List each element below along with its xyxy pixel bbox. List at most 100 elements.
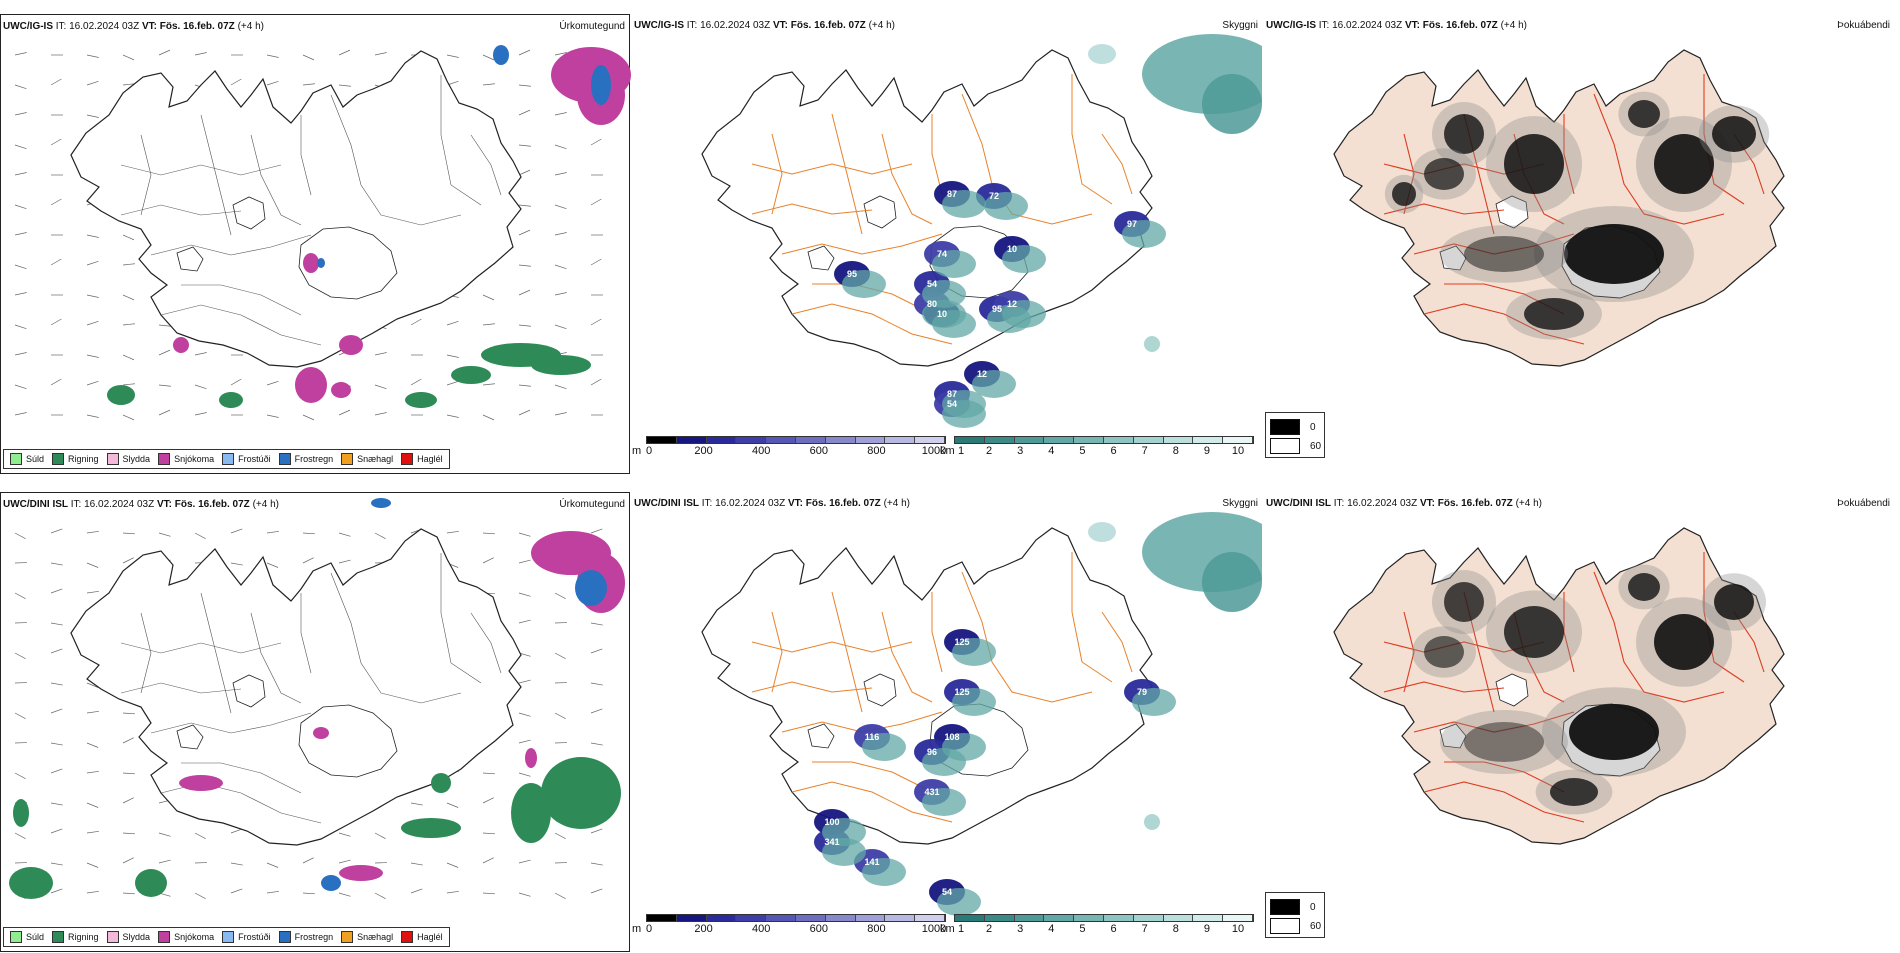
colorbar-tick-label: 7 [1142, 923, 1148, 935]
colorbar-tick-label: 4 [1048, 445, 1054, 457]
colorbar-tick-label: 10 [1232, 923, 1244, 935]
colorbar-segment [1074, 437, 1104, 443]
colorbar-tick-label: 0 [646, 923, 652, 935]
colorbar-segment [736, 437, 766, 443]
colorbar-unit: km [940, 923, 955, 935]
legend-swatch [401, 453, 413, 465]
colorbar-segment [796, 915, 826, 921]
legend-label: Snæhagl [357, 454, 393, 464]
colorbar-tick-label: 5 [1079, 923, 1085, 935]
fog-legend-item: 0 [1270, 419, 1316, 435]
legend-label: Rigning [68, 454, 99, 464]
fog-legend-label: 0 [1310, 422, 1316, 433]
colorbar-segment [1164, 915, 1194, 921]
colorbar-tick-label: 9 [1204, 923, 1210, 935]
legend-item: Rigning [52, 931, 99, 943]
ceiling-value-label: 125 [954, 687, 969, 697]
legend-label: Slydda [123, 454, 151, 464]
legend-item: Frostúði [222, 931, 271, 943]
ceiling-value-label: 54 [947, 399, 957, 409]
colorbar-segment [826, 915, 856, 921]
colorbar-tick-label: 3 [1017, 445, 1023, 457]
colorbar-tick-label: 5 [1079, 445, 1085, 457]
fog-legend-label: 0 [1310, 902, 1316, 913]
ceiling-value-label: 87 [947, 189, 957, 199]
colorbar-unit: km [940, 445, 955, 457]
colorbar-segment [955, 915, 985, 921]
ceiling-value-label: 12 [977, 369, 987, 379]
colorbar-segment [1164, 437, 1194, 443]
colorbar-segment [677, 915, 707, 921]
legend-item: Slydda [107, 931, 151, 943]
legend-item: Rigning [52, 453, 99, 465]
legend-item: Frostregn [279, 453, 334, 465]
fog-legend-swatch [1270, 918, 1300, 934]
colorbar-tick-label: 4 [1048, 923, 1054, 935]
legend-swatch [222, 453, 234, 465]
legend-item: Haglél [401, 453, 443, 465]
fog-legend-item: 0 [1270, 899, 1316, 915]
ceiling-value-label: 10 [1007, 244, 1017, 254]
legend-swatch [279, 931, 291, 943]
colorbar-segment [1104, 915, 1134, 921]
legend-item: Súld [10, 931, 44, 943]
legend-item: Snæhagl [341, 453, 393, 465]
legend-item: Haglél [401, 931, 443, 943]
colorbar-segment [1104, 437, 1134, 443]
legend-label: Frostregn [295, 932, 334, 942]
colorbar-segment [677, 437, 707, 443]
colorbar-tick-label: 9 [1204, 445, 1210, 457]
cloud-visibility-panel-dini: UWC/DINI ISL IT: 16.02.2024 03Z VT: Fös.… [632, 492, 1262, 952]
legend-swatch [52, 453, 64, 465]
colorbar-tick-label: 8 [1173, 923, 1179, 935]
colorbar-tick-label: 800 [867, 923, 885, 935]
colorbar-tick-label: 600 [810, 923, 828, 935]
colorbar-segment [1223, 915, 1253, 921]
fog-legend-swatch [1270, 438, 1300, 454]
ceiling-value-label: 108 [944, 732, 959, 742]
ceiling-value-label: 12 [1007, 299, 1017, 309]
legend-swatch [52, 931, 64, 943]
legend-swatch [158, 931, 170, 943]
legend-label: Frostúði [238, 932, 271, 942]
legend-item: Frostúði [222, 453, 271, 465]
colorbar-segment [856, 437, 886, 443]
precip-map [1, 493, 631, 953]
ceiling-value-label: 87 [947, 389, 957, 399]
ceiling-value-label: 431 [924, 787, 939, 797]
colorbar-strip [646, 914, 946, 922]
legend-item: Súld [10, 453, 44, 465]
ceiling-value-label: 96 [927, 747, 937, 757]
fog-legend-swatch [1270, 419, 1300, 435]
colorbar-segment [955, 437, 985, 443]
ceiling-value-label: 341 [824, 837, 839, 847]
legend-label: Frostúði [238, 454, 271, 464]
precip-type-panel-igis: UWC/IG-IS IT: 16.02.2024 03Z VT: Fös. 16… [0, 14, 630, 474]
iceland-outline [71, 529, 521, 845]
colorbar-tick-label: 10 [1232, 445, 1244, 457]
colorbar-segment [796, 437, 826, 443]
legend-item: Snjókoma [158, 931, 214, 943]
legend-label: Haglél [417, 932, 443, 942]
ceiling-value-label: 95 [992, 304, 1002, 314]
ceiling-value-label: 141 [864, 857, 879, 867]
colorbar-tick-label: 2 [986, 923, 992, 935]
colorbar-tick-label: 800 [867, 445, 885, 457]
ceiling-value-label: 79 [1137, 687, 1147, 697]
colorbar-segment [647, 437, 677, 443]
legend-label: Súld [26, 454, 44, 464]
colorbar-segment [1223, 437, 1253, 443]
colorbar-segment [1074, 915, 1104, 921]
colorbar-tick-label: 200 [694, 445, 712, 457]
legend-label: Snæhagl [357, 932, 393, 942]
colorbar-tick-label: 6 [1110, 445, 1116, 457]
colorbar-tick-label: 1 [958, 445, 964, 457]
colorbar-tick-label: 3 [1017, 923, 1023, 935]
